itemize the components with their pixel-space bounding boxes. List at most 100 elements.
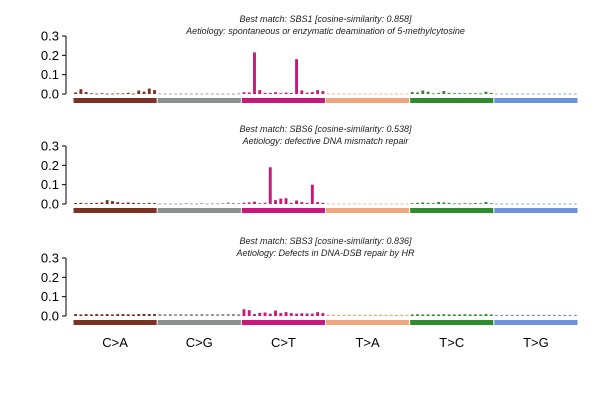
data-bar bbox=[279, 313, 283, 316]
data-bar bbox=[395, 93, 398, 95]
data-bar bbox=[531, 203, 535, 205]
data-bar bbox=[484, 202, 488, 204]
data-bar bbox=[442, 202, 446, 204]
category-strip bbox=[157, 320, 241, 325]
data-bar bbox=[310, 92, 314, 94]
data-bar bbox=[142, 313, 146, 316]
category-strip bbox=[73, 98, 157, 103]
category-strip bbox=[241, 320, 325, 325]
data-bar bbox=[537, 203, 540, 205]
data-bar bbox=[531, 93, 535, 95]
data-bar bbox=[232, 93, 235, 95]
data-bar bbox=[268, 313, 272, 316]
data-bar bbox=[263, 92, 267, 94]
data-bar bbox=[126, 314, 130, 316]
data-bar bbox=[395, 314, 398, 316]
data-bar bbox=[384, 93, 388, 95]
data-bar bbox=[100, 93, 104, 95]
data-bar bbox=[200, 203, 204, 205]
data-bar bbox=[242, 92, 246, 94]
data-bar bbox=[132, 93, 135, 95]
data-bar bbox=[389, 314, 393, 316]
data-bar bbox=[89, 93, 93, 95]
data-bar bbox=[563, 93, 567, 95]
data-bar bbox=[537, 314, 540, 316]
data-bar bbox=[500, 203, 504, 205]
data-bar bbox=[400, 314, 404, 316]
data-bar bbox=[368, 93, 372, 95]
category-label: T>C bbox=[439, 335, 464, 350]
y-tick-label: 0.1 bbox=[41, 67, 59, 82]
data-bar bbox=[216, 203, 220, 205]
data-bar bbox=[253, 314, 256, 316]
data-bar bbox=[221, 93, 225, 95]
data-bar bbox=[331, 203, 335, 205]
signature-panel: Best match: SBS3 [cosine-similarity: 0.8… bbox=[41, 236, 578, 325]
data-bar bbox=[384, 203, 388, 205]
data-bar bbox=[158, 314, 162, 316]
data-bar bbox=[542, 93, 546, 95]
data-bar bbox=[200, 93, 204, 95]
data-bar bbox=[421, 90, 425, 94]
data-bar bbox=[268, 167, 272, 204]
data-bar bbox=[521, 314, 525, 316]
data-bar bbox=[205, 203, 209, 205]
data-bar bbox=[421, 202, 425, 204]
data-bar bbox=[200, 314, 204, 316]
y-tick-label: 0.0 bbox=[41, 197, 59, 212]
data-bar bbox=[405, 93, 409, 95]
data-bar bbox=[295, 59, 299, 94]
data-bar bbox=[111, 201, 114, 204]
data-bar bbox=[468, 93, 472, 95]
data-bar bbox=[495, 203, 498, 205]
data-bar bbox=[237, 93, 241, 95]
data-bar bbox=[263, 312, 267, 316]
data-bar bbox=[105, 314, 109, 316]
data-bar bbox=[100, 202, 104, 204]
data-bar bbox=[442, 314, 446, 316]
data-bar bbox=[289, 93, 293, 94]
data-bar bbox=[321, 313, 325, 316]
category-strip bbox=[410, 320, 494, 325]
data-bar bbox=[405, 203, 409, 205]
data-bar bbox=[395, 203, 398, 205]
data-bar bbox=[189, 93, 193, 95]
data-bar bbox=[258, 90, 262, 94]
category-strip bbox=[410, 208, 494, 213]
signature-panel: Best match: SBS6 [cosine-similarity: 0.5… bbox=[41, 124, 578, 213]
data-bar bbox=[295, 200, 299, 204]
data-bar bbox=[500, 314, 504, 316]
data-bar bbox=[410, 203, 414, 205]
data-bar bbox=[305, 313, 309, 316]
data-bar bbox=[247, 310, 251, 316]
data-bar bbox=[431, 314, 435, 316]
data-bar bbox=[526, 314, 530, 316]
data-bar bbox=[363, 203, 367, 205]
data-bar bbox=[100, 314, 104, 316]
data-bar bbox=[184, 203, 188, 205]
data-bar bbox=[274, 92, 277, 94]
panel-title: Best match: SBS1 [cosine-similarity: 0.8… bbox=[239, 14, 412, 24]
data-bar bbox=[268, 93, 272, 94]
data-bar bbox=[437, 93, 441, 94]
data-bar bbox=[237, 314, 241, 316]
data-bar bbox=[263, 202, 267, 204]
data-bar bbox=[121, 202, 125, 204]
data-bar bbox=[284, 92, 288, 94]
data-bar bbox=[526, 93, 530, 95]
data-bar bbox=[568, 203, 572, 205]
data-bar bbox=[526, 203, 530, 205]
data-bar bbox=[363, 314, 367, 316]
data-bar bbox=[552, 93, 556, 95]
data-bar bbox=[274, 200, 277, 204]
signature-panel: Best match: SBS1 [cosine-similarity: 0.8… bbox=[41, 14, 578, 103]
panel-subtitle: Aetiology: defective DNA mismatch repair bbox=[242, 136, 410, 146]
y-tick-label: 0.2 bbox=[41, 48, 59, 63]
data-bar bbox=[284, 312, 288, 316]
data-bar bbox=[242, 309, 246, 316]
data-bar bbox=[195, 314, 199, 316]
data-bar bbox=[452, 93, 456, 95]
category-label: T>G bbox=[523, 335, 549, 350]
data-bar bbox=[95, 314, 99, 316]
data-bar bbox=[337, 93, 341, 95]
